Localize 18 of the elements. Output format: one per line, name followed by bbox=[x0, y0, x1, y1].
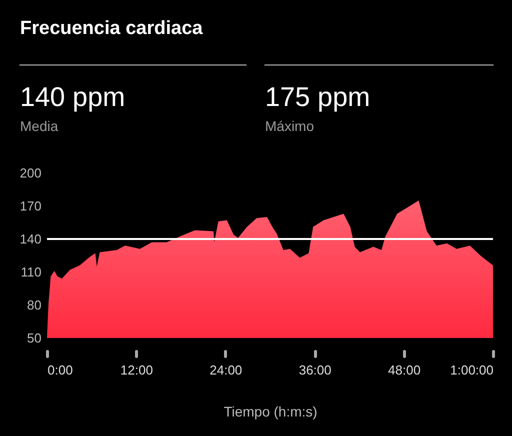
y-tick-label: 80 bbox=[27, 298, 42, 312]
y-tick-label: 170 bbox=[20, 198, 42, 214]
x-tick-label: 12:00 bbox=[120, 362, 153, 378]
x-tick-label: 24:00 bbox=[210, 362, 242, 378]
x-tick-label: 36:00 bbox=[298, 362, 332, 378]
x-tick-label: 1:00:00 bbox=[450, 362, 494, 378]
text: 140 ppm bbox=[20, 82, 126, 112]
x-tick-label: 0:00 bbox=[48, 362, 73, 378]
y-tick-label: 140 bbox=[20, 232, 42, 246]
text: 175 ppm bbox=[265, 82, 370, 112]
chart-title: Frecuencia cardiaca bbox=[20, 18, 204, 39]
y-tick-label: 110 bbox=[20, 264, 42, 280]
y-tick-label: 50 bbox=[27, 330, 42, 346]
y-tick-label: 200 bbox=[20, 166, 42, 180]
text: Media bbox=[20, 118, 58, 134]
x-tick-label: 48:00 bbox=[388, 362, 421, 378]
x-axis-title: Tiempo (h:m:s) bbox=[224, 404, 318, 420]
text: Máximo bbox=[265, 118, 314, 134]
